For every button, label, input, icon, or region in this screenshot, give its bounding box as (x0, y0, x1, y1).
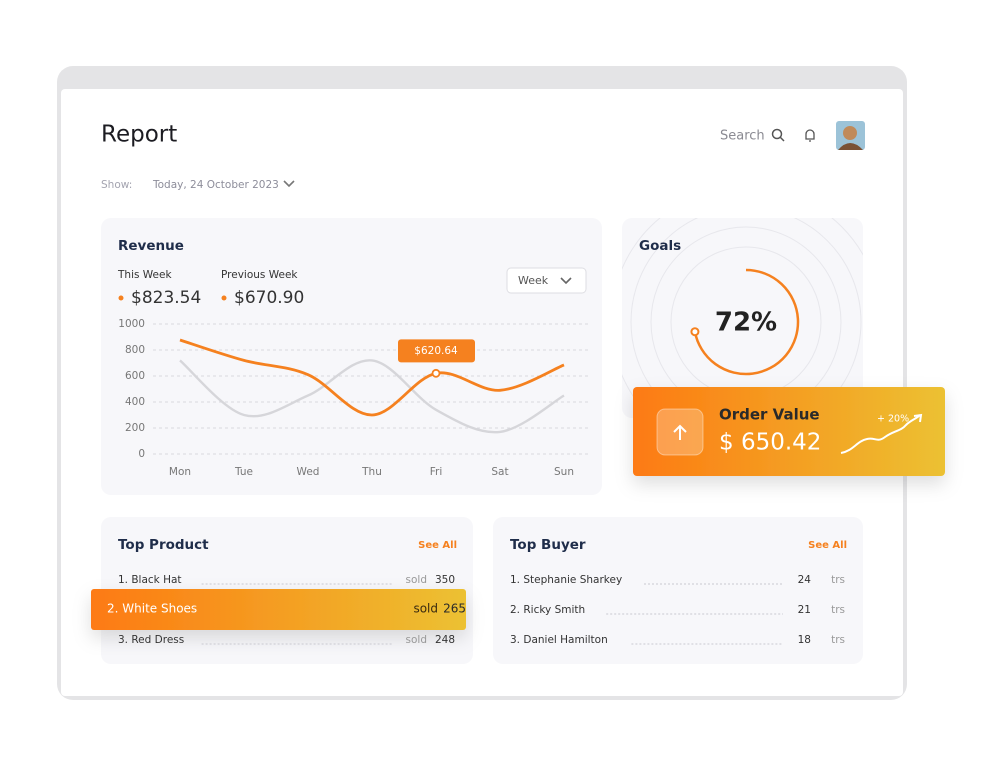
series-line (179, 359, 565, 434)
row-name: 3. Red Dress (118, 634, 184, 646)
x-tick-label: Mon (169, 466, 191, 478)
row-unit: sold (413, 602, 438, 616)
card-title: Top Buyer (510, 537, 586, 553)
row-name: 2. White Shoes (107, 602, 197, 616)
row-unit: sold (406, 634, 427, 646)
search-icon (779, 136, 785, 142)
x-tick-label: Tue (234, 466, 253, 478)
legend-total: $823.54 (131, 288, 201, 308)
legend-label: This Week (117, 269, 172, 281)
chevron (283, 180, 295, 188)
order-amount: $ 650.42 (719, 430, 821, 456)
date-filter: Today, 24 October 2023 (152, 179, 279, 191)
y-tick-label: 200 (125, 422, 145, 434)
tooltip (398, 339, 475, 363)
row-count: 350 (435, 574, 455, 586)
row-name: 1. Black Hat (118, 574, 182, 586)
search-label: Search (720, 129, 765, 144)
row-count: 18 (798, 634, 811, 646)
row-count: 24 (798, 574, 812, 586)
card-title: Revenue (118, 238, 184, 254)
legend-total: $670.90 (234, 288, 304, 308)
period-select[interactable] (506, 267, 587, 294)
x-tick-label: Wed (297, 466, 320, 478)
tooltip-label: $620.64 (414, 345, 458, 357)
goal-percent: 72% (715, 308, 777, 338)
row-unit: trs (831, 604, 845, 616)
row-count: 265 (443, 602, 466, 616)
goal-end (690, 327, 700, 337)
legend-dot (118, 295, 124, 301)
y-tick-label: 800 (125, 344, 145, 356)
tooltip-point (431, 368, 441, 378)
goal-arc (693, 268, 800, 376)
order-change: + 20% (877, 414, 909, 425)
see-all-link[interactable]: See All (418, 540, 457, 551)
card-title: Goals (639, 238, 681, 254)
row-count: 21 (798, 604, 811, 616)
row-name: 1. Stephanie Sharkey (510, 574, 622, 586)
row-unit: trs (831, 634, 845, 646)
up-arrow (673, 424, 687, 440)
legend-dot (221, 295, 227, 301)
avatar-body (838, 143, 863, 150)
page-title: Report (101, 122, 177, 148)
row-unit: sold (406, 574, 427, 586)
y-tick-label: 600 (125, 370, 145, 382)
x-tick-label: Sun (554, 466, 574, 478)
see-all-link[interactable]: See All (808, 540, 847, 551)
order-value-card (633, 387, 945, 476)
card-title: Top Product (118, 537, 209, 553)
period-label: Week (518, 274, 549, 287)
goals-card (622, 218, 863, 418)
highlight-row[interactable] (91, 589, 466, 630)
y-tick-label: 1000 (118, 318, 145, 330)
legend-label: Previous Week (221, 269, 298, 281)
bell-icon[interactable] (805, 129, 815, 142)
x-tick-label: Sat (491, 466, 508, 478)
sparkline-arrow (913, 413, 923, 423)
order-title: Order Value (719, 406, 820, 424)
row-count: 248 (435, 634, 455, 646)
y-tick-label: 0 (138, 448, 145, 460)
row-name: 2. Ricky Smith (510, 604, 585, 616)
series-line (179, 338, 565, 417)
sparkline (840, 414, 921, 454)
revenue-card (101, 218, 602, 495)
top-buyer-card (493, 517, 863, 664)
show-label: Show: (101, 179, 132, 191)
row-name: 3. Daniel Hamilton (510, 634, 608, 646)
x-tick-label: Thu (361, 466, 382, 478)
search-icon[interactable] (771, 128, 783, 140)
x-tick-label: Fri (430, 466, 443, 478)
avatar-face (843, 126, 857, 140)
row-unit: trs (831, 574, 845, 586)
chevron (560, 277, 572, 285)
y-tick-label: 400 (125, 396, 145, 408)
